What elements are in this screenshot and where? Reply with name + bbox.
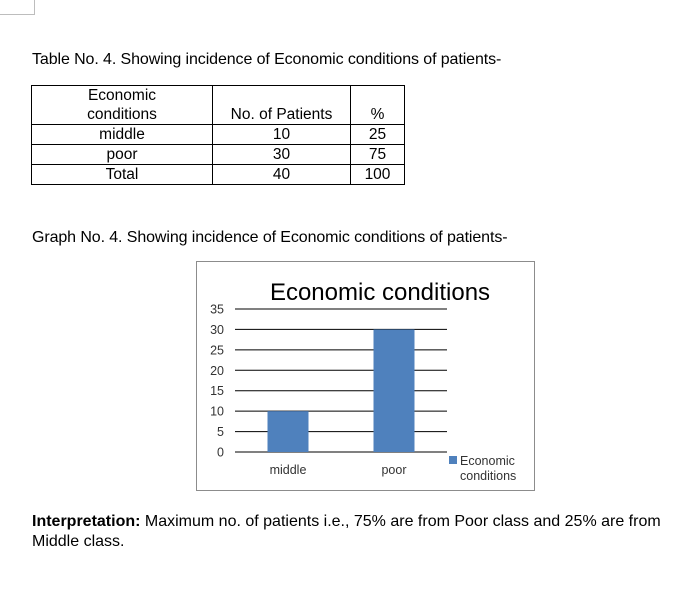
chart-legend: Economic conditions [449,454,516,483]
interpretation-label: Interpretation: [32,513,141,530]
graph-caption: Graph No. 4. Showing incidence of Econom… [32,229,508,246]
y-tick-label: 10 [210,405,224,419]
interpretation-text: Maximum no. of patients i.e., 75% are fr… [32,513,661,550]
x-category-label: middle [270,463,307,477]
table-row: poor 30 75 [31,144,405,165]
chart-bars [267,329,415,452]
y-axis-ticks: 0 5 10 15 20 25 30 35 [210,303,224,460]
row-label: poor [31,144,213,165]
chart-frame: Economic conditions 0 5 10 15 20 25 30 35 middl… [196,261,535,491]
page-corner-mark [0,0,35,15]
table-row-total: Total 40 100 [31,164,405,185]
bar-middle [267,411,309,452]
table-row: middle 10 25 [31,124,405,145]
row-percent: 75 [350,144,405,165]
table-caption: Table No. 4. Showing incidence of Econom… [32,51,502,68]
header-percent: % [350,85,405,125]
row-patients: 10 [212,124,351,145]
y-tick-label: 15 [210,384,224,398]
header-patients: No. of Patients [212,85,351,125]
x-category-label: poor [381,463,406,477]
header-line-1: Economic [87,87,157,104]
chart-grid [235,308,447,453]
row-patients: 30 [212,144,351,165]
row-label: middle [31,124,213,145]
interpretation-paragraph: Interpretation: Maximum no. of patients … [32,512,680,551]
row-label: Total [31,164,213,185]
y-tick-label: 30 [210,323,224,337]
legend-swatch [449,456,457,464]
row-patients: 40 [212,164,351,185]
row-percent: 100 [350,164,405,185]
y-tick-label: 5 [217,425,224,439]
y-tick-label: 20 [210,364,224,378]
header-economic-conditions: Economic conditions [31,85,213,125]
y-tick-label: 0 [217,446,224,460]
economic-conditions-table: Economic conditions No. of Patients % mi… [31,85,405,185]
table-header-row: Economic conditions No. of Patients % [31,85,405,125]
row-percent: 25 [350,124,405,145]
bar-poor [373,329,415,452]
bar-chart: Economic conditions 0 5 10 15 20 25 30 35 middl… [210,279,516,483]
x-axis-labels: middle poor [270,463,407,477]
y-tick-label: 25 [210,343,224,357]
legend-label-line-2: conditions [460,469,516,483]
legend-label-line-1: Economic [460,454,515,468]
y-tick-label: 35 [210,303,224,317]
chart-title: Economic conditions [270,279,490,306]
header-line-2: conditions [87,106,157,123]
